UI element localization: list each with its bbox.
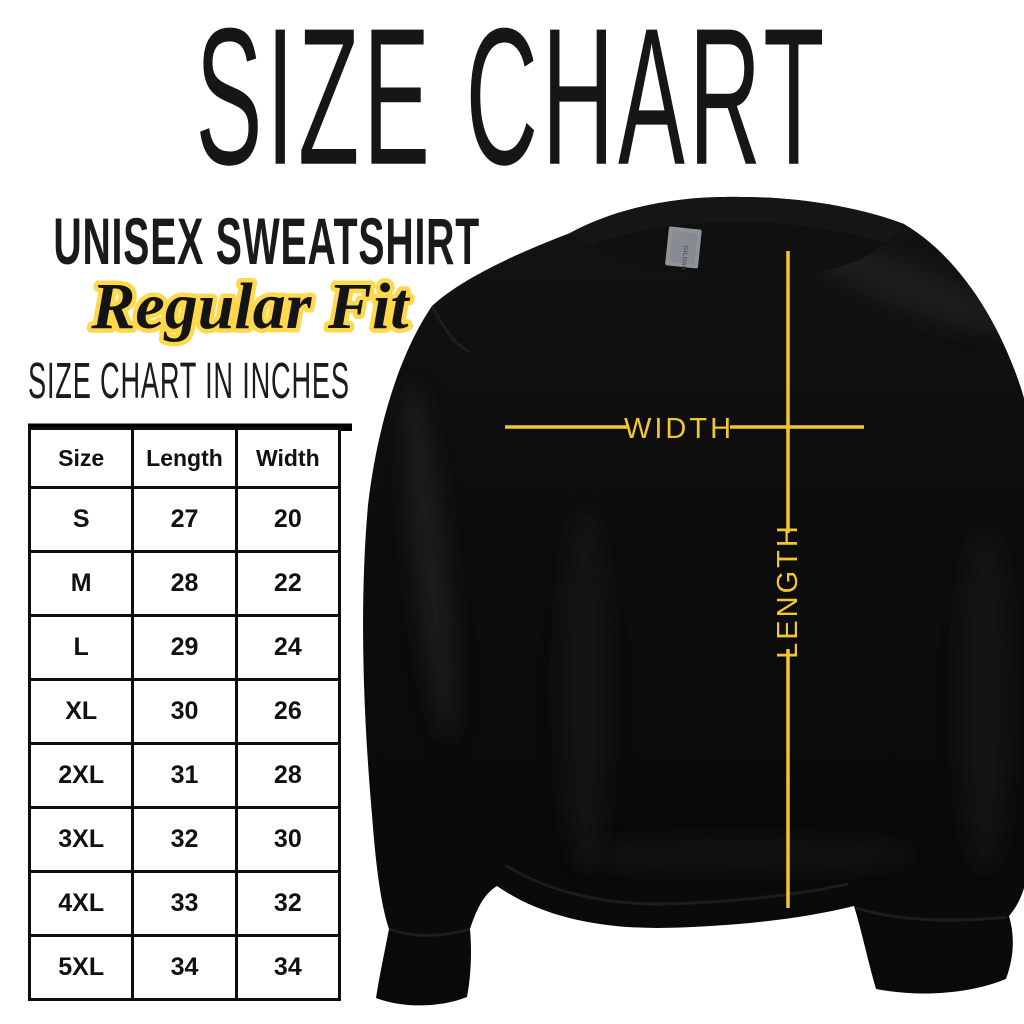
table-row: XL 30 26 bbox=[27, 678, 342, 745]
neck-tag: GILDAN bbox=[665, 226, 702, 271]
table-row: M 28 22 bbox=[27, 550, 342, 617]
garment-neckline-shadow bbox=[592, 222, 884, 277]
col-header-length: Length bbox=[131, 427, 238, 489]
product-type-heading: UNISEX SWEATSHIRT bbox=[53, 205, 481, 279]
table-cell: 32 bbox=[234, 870, 342, 937]
length-label: LENGTH bbox=[772, 523, 804, 659]
table-row: S 27 20 bbox=[27, 486, 342, 553]
table-cell: 29 bbox=[131, 614, 238, 681]
table-cell: 34 bbox=[234, 934, 342, 1001]
table-cell: 28 bbox=[131, 550, 238, 617]
table-cell: 22 bbox=[234, 550, 342, 617]
table-cell: 24 bbox=[234, 614, 342, 681]
table-cell: 31 bbox=[131, 742, 238, 809]
table-row: 5XL 34 34 bbox=[27, 934, 342, 1001]
page-title-row: SIZE CHART bbox=[0, 0, 1024, 195]
fit-style-heading: Regular Fit bbox=[90, 270, 410, 343]
sweatshirt-photo: GILDAN bbox=[363, 196, 1024, 1006]
width-label: WIDTH bbox=[624, 413, 734, 445]
garment-body bbox=[363, 196, 1024, 1006]
table-cell: 30 bbox=[131, 678, 238, 745]
table-row: 2XL 31 28 bbox=[27, 742, 342, 809]
measurement-overlay: WIDTH LENGTH bbox=[505, 251, 864, 908]
table-cell: 33 bbox=[131, 870, 238, 937]
table-cell: XL bbox=[27, 678, 135, 745]
table-cell: 26 bbox=[234, 678, 342, 745]
product-heading-row: UNISEX SWEATSHIRT bbox=[0, 209, 500, 275]
table-row: 4XL 33 32 bbox=[27, 870, 342, 937]
table-cell: 32 bbox=[131, 806, 238, 873]
table-header-row: Size Length Width bbox=[27, 427, 342, 489]
table-cell: S bbox=[27, 486, 135, 553]
page-title: SIZE CHART bbox=[195, 0, 829, 207]
table-cell: 4XL bbox=[27, 870, 135, 937]
table-heading-row: SIZE CHART IN INCHES bbox=[28, 350, 433, 431]
table-cell: 30 bbox=[234, 806, 342, 873]
table-row: 3XL 32 30 bbox=[27, 806, 342, 873]
table-cell: 5XL bbox=[27, 934, 135, 1001]
table-cell: 34 bbox=[131, 934, 238, 1001]
table-cell: L bbox=[27, 614, 135, 681]
table-cell: 28 bbox=[234, 742, 342, 809]
col-header-width: Width bbox=[234, 427, 342, 489]
col-header-size: Size bbox=[27, 427, 135, 489]
table-cell: 20 bbox=[234, 486, 342, 553]
table-cell: M bbox=[27, 550, 135, 617]
garment-collar bbox=[570, 196, 904, 245]
table-cell: 3XL bbox=[27, 806, 135, 873]
table-cell: 2XL bbox=[27, 742, 135, 809]
table-cell: 27 bbox=[131, 486, 238, 553]
size-table: Size Length Width S 27 20 M 28 22 L 29 2… bbox=[27, 427, 342, 1001]
table-row: L 29 24 bbox=[27, 614, 342, 681]
neck-tag-text: GILDAN bbox=[680, 245, 689, 271]
fit-style-heading-svg: Regular Fit bbox=[86, 266, 415, 348]
table-heading: SIZE CHART IN INCHES bbox=[28, 350, 353, 431]
